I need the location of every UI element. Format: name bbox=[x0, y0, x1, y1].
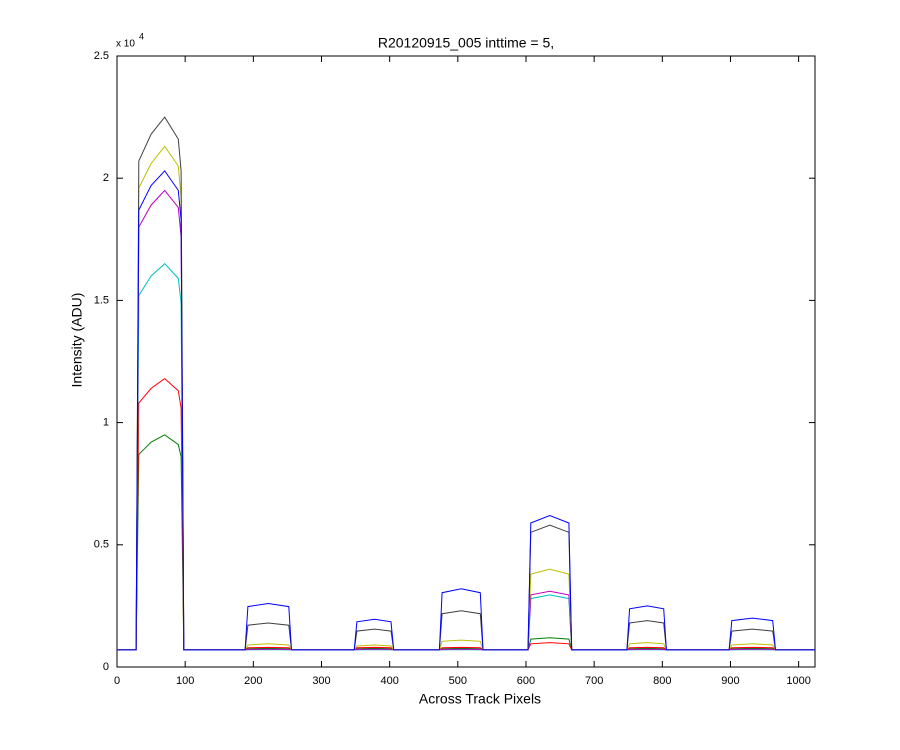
x-tick-label: 700 bbox=[585, 675, 603, 687]
y-tick-label: 1 bbox=[103, 417, 109, 429]
chart-title: R20120915_005 inttime = 5, bbox=[378, 35, 554, 51]
x-tick-label: 400 bbox=[380, 675, 398, 687]
x-tick-label: 100 bbox=[176, 675, 194, 687]
x-tick-label: 200 bbox=[244, 675, 262, 687]
y-tick-label: 2.5 bbox=[94, 50, 109, 62]
y-exponent-base: x 10 bbox=[116, 39, 135, 50]
x-tick-label: 800 bbox=[653, 675, 671, 687]
y-exponent-power: 4 bbox=[139, 31, 144, 41]
series-line bbox=[117, 377, 815, 651]
x-axis-label: Across Track Pixels bbox=[419, 691, 541, 707]
y-axis-label: Intensity (ADU) bbox=[69, 293, 85, 388]
x-tick-label: 1000 bbox=[786, 675, 810, 687]
plot-frame bbox=[116, 55, 816, 668]
y-tick-label: 0.5 bbox=[94, 539, 109, 551]
x-tick-label: 0 bbox=[114, 675, 120, 687]
x-tick-label: 600 bbox=[517, 675, 535, 687]
y-tick-label: 2 bbox=[103, 172, 109, 184]
series-line bbox=[117, 170, 815, 651]
x-tick-label: 900 bbox=[721, 675, 739, 687]
x-tick-label: 500 bbox=[449, 675, 467, 687]
x-tick-label: 300 bbox=[312, 675, 330, 687]
y-tick-label: 0 bbox=[103, 661, 109, 673]
y-tick-label: 1.5 bbox=[94, 294, 109, 306]
